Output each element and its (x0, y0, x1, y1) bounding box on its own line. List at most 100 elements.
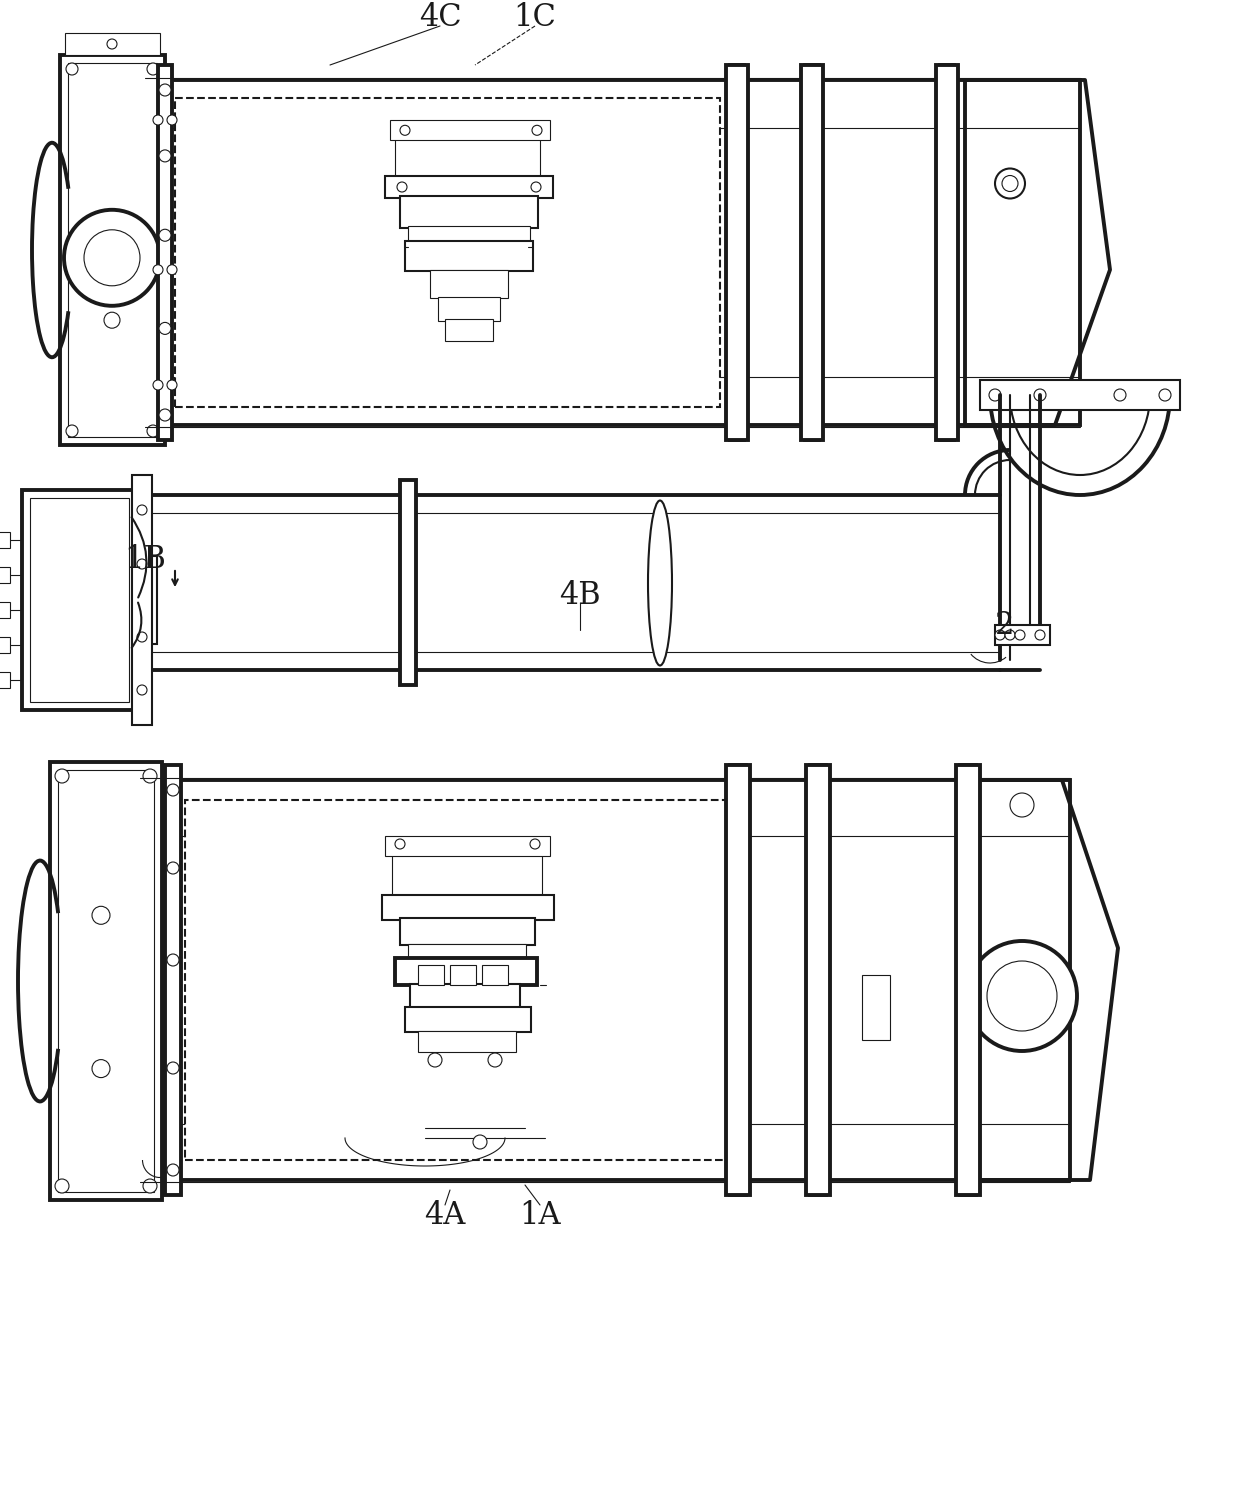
Circle shape (159, 150, 171, 162)
Circle shape (732, 410, 743, 422)
Bar (438, 297, 500, 321)
Circle shape (92, 906, 110, 924)
Circle shape (812, 1164, 825, 1176)
Circle shape (401, 126, 410, 135)
Circle shape (962, 784, 973, 796)
Circle shape (428, 1053, 441, 1066)
Circle shape (472, 1136, 487, 1149)
Bar (401, 918, 534, 945)
Circle shape (962, 954, 973, 966)
Circle shape (812, 1062, 825, 1074)
Circle shape (941, 322, 954, 334)
Bar (725, 765, 750, 1196)
Bar (68, 63, 157, 436)
Bar (0, 672, 10, 688)
Circle shape (159, 230, 171, 242)
Bar (136, 556, 157, 644)
Circle shape (1114, 388, 1126, 400)
Bar (58, 770, 154, 1192)
Bar (482, 964, 508, 986)
Bar (940, 64, 954, 440)
Bar (384, 836, 551, 856)
Circle shape (159, 410, 171, 422)
Circle shape (159, 84, 171, 96)
Circle shape (941, 230, 954, 242)
Circle shape (941, 84, 954, 96)
Polygon shape (965, 80, 1110, 424)
Bar (725, 64, 748, 440)
Circle shape (531, 182, 541, 192)
Circle shape (732, 862, 744, 874)
Circle shape (1035, 630, 1045, 640)
Circle shape (397, 182, 407, 192)
Circle shape (143, 1179, 157, 1192)
Circle shape (167, 954, 179, 966)
Bar (801, 64, 823, 440)
Text: 1C: 1C (513, 3, 557, 33)
Circle shape (153, 116, 162, 124)
Circle shape (136, 632, 148, 642)
Bar (165, 765, 181, 1196)
Bar (960, 765, 976, 1196)
Circle shape (529, 839, 539, 849)
Circle shape (941, 410, 954, 422)
Circle shape (167, 116, 177, 124)
Text: 1A: 1A (520, 1200, 560, 1230)
Bar (730, 64, 744, 440)
Bar (730, 765, 746, 1196)
Circle shape (148, 424, 159, 436)
Bar (157, 64, 172, 440)
Bar (0, 638, 10, 652)
Circle shape (806, 150, 818, 162)
Circle shape (962, 1062, 973, 1074)
Circle shape (136, 506, 148, 515)
Circle shape (64, 210, 160, 306)
Circle shape (732, 150, 743, 162)
Bar (401, 480, 415, 686)
Circle shape (55, 770, 69, 783)
Circle shape (806, 410, 818, 422)
Circle shape (806, 84, 818, 96)
Bar (418, 964, 444, 986)
Bar (30, 498, 129, 702)
Bar (185, 800, 730, 1160)
Text: 4B: 4B (559, 579, 601, 610)
Ellipse shape (649, 501, 672, 666)
Circle shape (994, 168, 1025, 198)
Bar (980, 380, 1180, 410)
Circle shape (806, 230, 818, 242)
Bar (0, 532, 10, 548)
Bar (806, 765, 830, 1196)
Bar (0, 602, 10, 618)
Circle shape (55, 1179, 69, 1192)
Bar (430, 270, 508, 298)
Bar (175, 98, 720, 406)
Circle shape (107, 39, 117, 50)
Circle shape (812, 954, 825, 966)
Circle shape (84, 230, 140, 286)
Circle shape (66, 424, 78, 436)
Circle shape (136, 686, 148, 694)
Bar (64, 33, 160, 56)
Circle shape (136, 560, 148, 568)
Circle shape (1011, 794, 1034, 818)
Text: 4C: 4C (419, 3, 461, 33)
Circle shape (167, 380, 177, 390)
Circle shape (732, 230, 743, 242)
Bar (418, 1030, 516, 1051)
Bar (994, 626, 1050, 645)
Circle shape (153, 380, 162, 390)
Circle shape (994, 630, 1004, 640)
Circle shape (732, 784, 744, 796)
Circle shape (66, 63, 78, 75)
Circle shape (1002, 176, 1018, 192)
Circle shape (1016, 630, 1025, 640)
Bar (140, 780, 1070, 1180)
Text: 2: 2 (996, 609, 1014, 640)
Bar (401, 196, 538, 228)
Bar (145, 80, 1080, 424)
Circle shape (812, 862, 825, 874)
Circle shape (167, 1164, 179, 1176)
Circle shape (92, 1059, 110, 1077)
Bar (384, 176, 553, 198)
